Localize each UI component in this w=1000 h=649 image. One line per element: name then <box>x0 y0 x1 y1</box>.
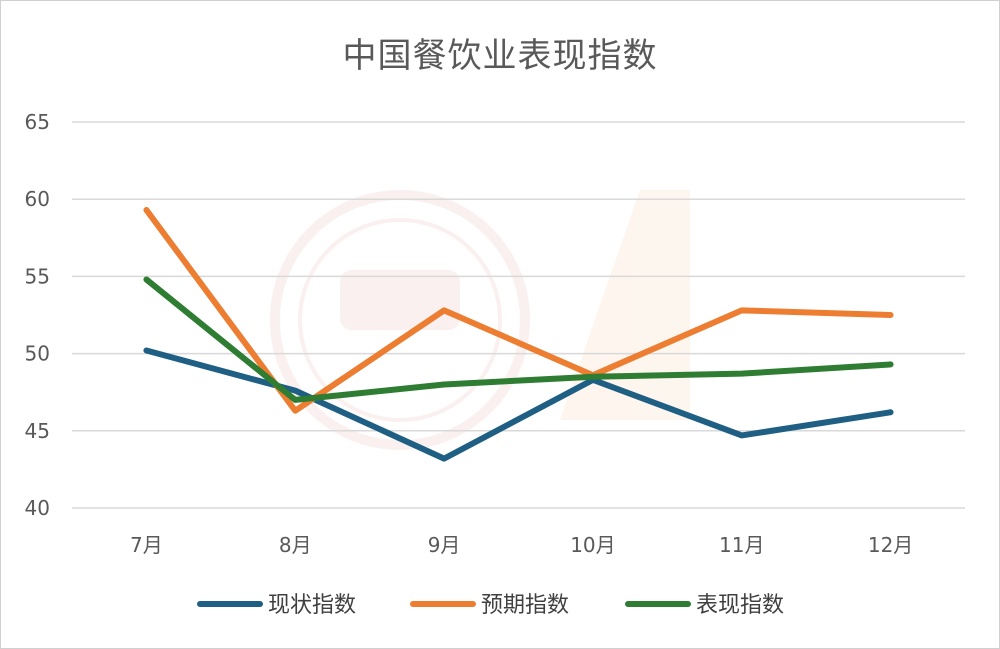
x-tick-label: 7月 <box>130 533 163 557</box>
x-tick-label: 9月 <box>428 533 461 557</box>
x-axis: 7月 8月 9月 10月 11月 12月 <box>130 533 913 557</box>
x-tick-label: 12月 <box>868 533 913 557</box>
x-tick-label: 10月 <box>570 533 615 557</box>
legend: 现状指数 预期指数 表现指数 <box>197 593 784 618</box>
chart-title: 中国餐饮业表现指数 <box>342 36 658 76</box>
gridlines <box>72 121 965 509</box>
y-tick-label: 60 <box>25 187 50 211</box>
y-tick-label: 55 <box>25 264 50 288</box>
legend-label: 现状指数 <box>268 593 356 618</box>
legend-label: 预期指数 <box>481 593 569 618</box>
watermark-logo <box>270 190 690 450</box>
y-tick-label: 50 <box>25 342 50 366</box>
y-tick-label: 65 <box>25 110 50 134</box>
y-tick-label: 40 <box>25 496 50 520</box>
series-line-3 <box>143 276 894 403</box>
y-axis: 40 45 50 55 60 65 <box>25 110 50 520</box>
x-tick-label: 11月 <box>719 533 764 557</box>
series-line-1 <box>143 347 894 462</box>
x-tick-label: 8月 <box>279 533 312 557</box>
y-tick-label: 45 <box>25 419 50 443</box>
legend-label: 表现指数 <box>696 593 784 618</box>
series-lines <box>143 207 894 462</box>
